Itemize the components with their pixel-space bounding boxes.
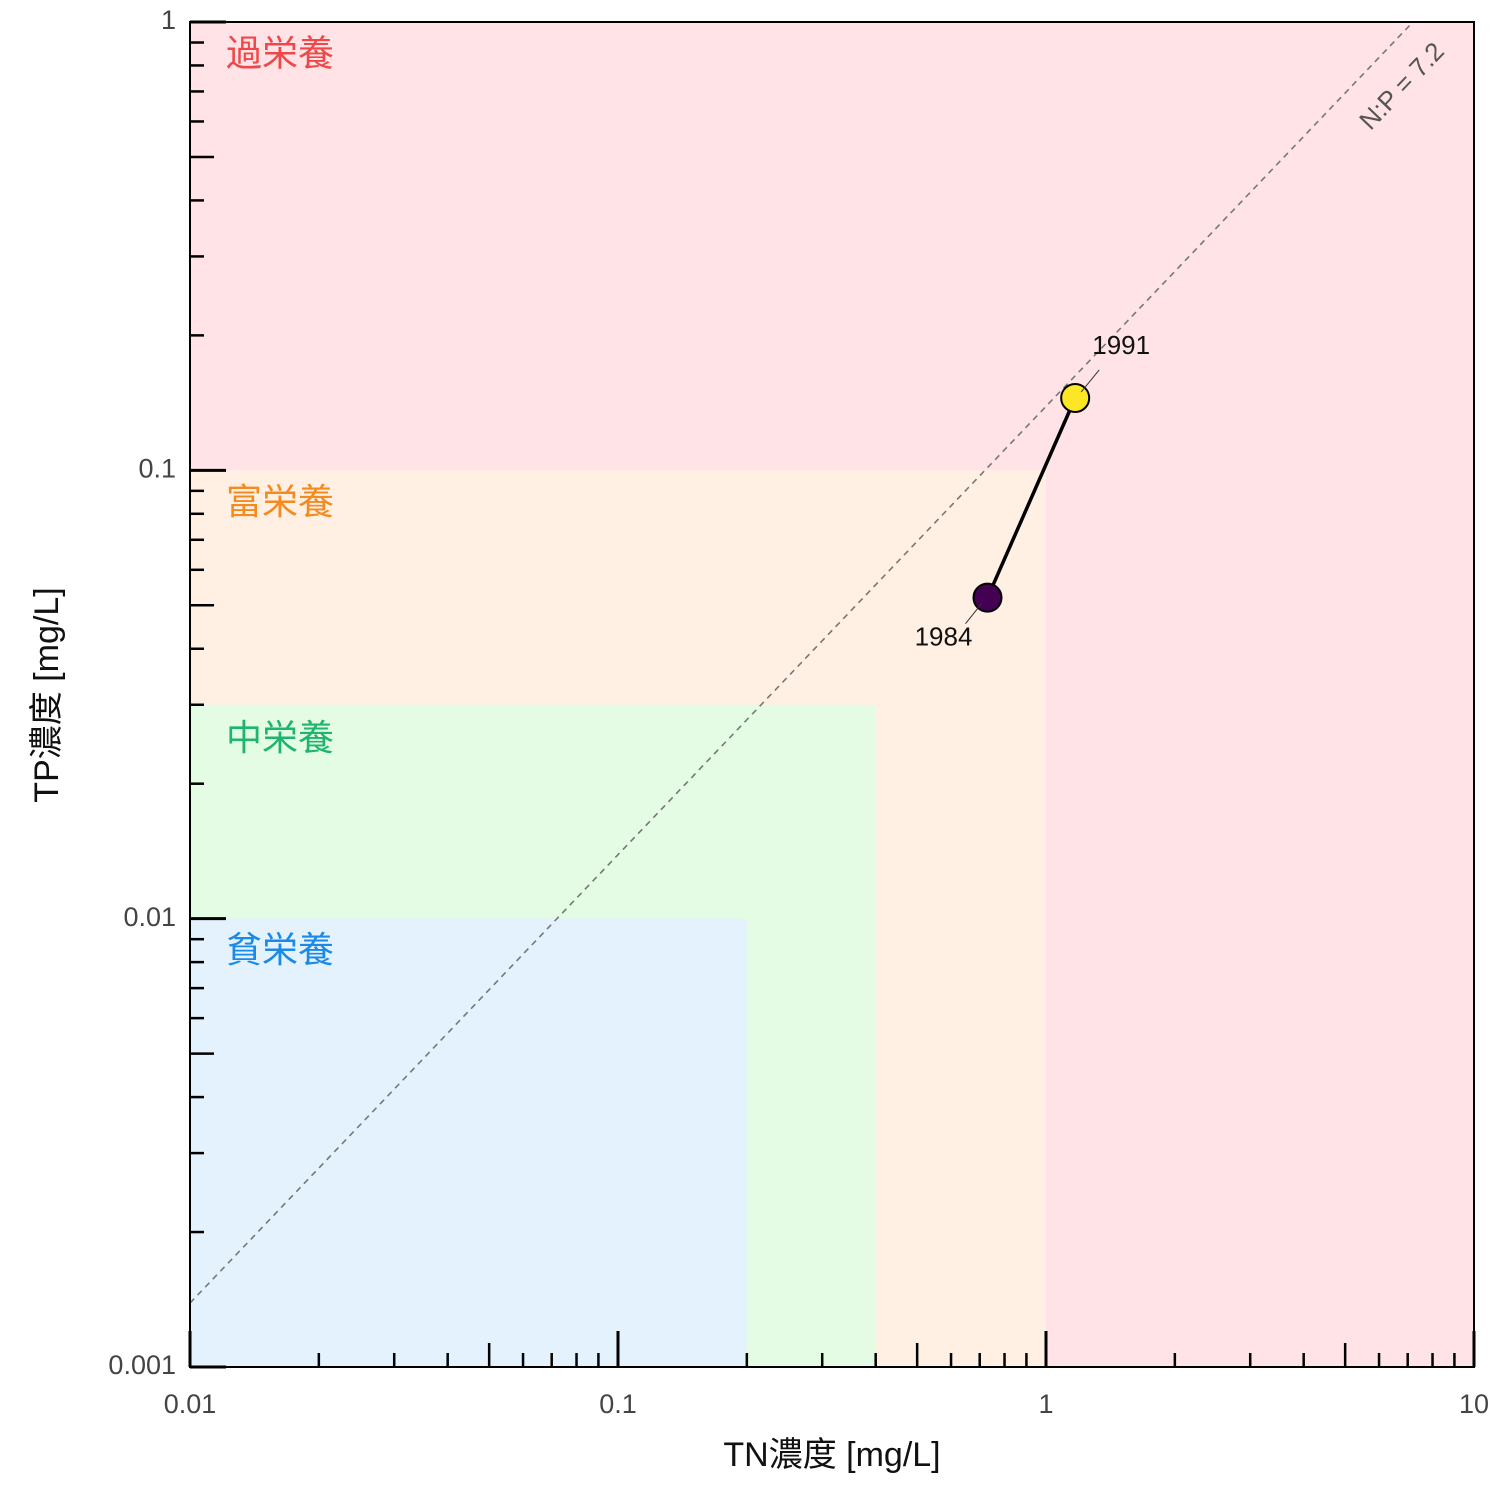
zone-label: 中栄養 — [226, 717, 334, 758]
x-axis-title: TN濃度 [mg/L] — [723, 1436, 940, 1474]
x-axis-ticks: 0.01 0.1 1 10 — [164, 1331, 1489, 1419]
plot-frame — [189, 21, 1475, 1368]
reference-line — [189, 21, 1414, 1304]
x-tick-label: 0.01 — [164, 1389, 217, 1419]
y-tick-label: 0.01 — [123, 902, 176, 932]
zone-label: 過栄養 — [226, 32, 334, 73]
data-point-1991 — [1060, 382, 1091, 413]
data-point-leader — [1080, 369, 1100, 393]
y-axis-title: TP濃度 [mg/L] — [28, 587, 66, 802]
series-line — [985, 397, 1077, 599]
x-tick-label: 10 — [1459, 1389, 1489, 1419]
data-point-label: 1984 — [915, 622, 973, 652]
data-point-leader — [965, 603, 982, 624]
point-labels: 1984 1991 — [915, 330, 1151, 652]
y-tick-label: 1 — [161, 5, 176, 35]
data-point-1984 — [972, 582, 1003, 613]
zone-region — [190, 918, 747, 1367]
zone-label: 貧栄養 — [226, 929, 334, 970]
x-tick-label: 1 — [1038, 1389, 1053, 1419]
y-tick-label: 0.1 — [138, 453, 176, 483]
y-axis-ticks: 0.001 0.01 0.1 1 — [108, 5, 226, 1380]
zone-label: 富栄養 — [226, 481, 334, 522]
x-tick-label: 0.1 — [599, 1389, 637, 1419]
trophic-zones — [190, 22, 1474, 1367]
y-tick-label: 0.001 — [108, 1350, 176, 1380]
data-point-label: 1991 — [1092, 330, 1150, 360]
